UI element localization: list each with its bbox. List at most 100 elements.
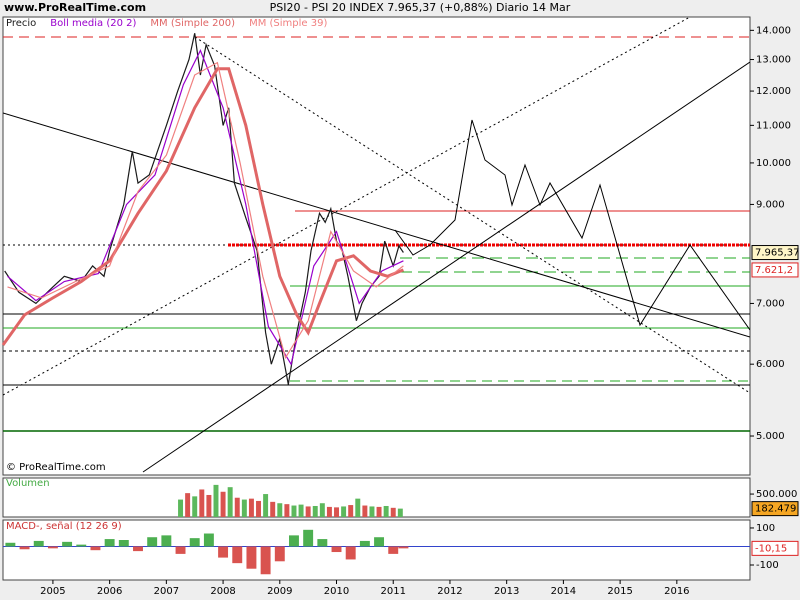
value-label-box xyxy=(751,262,799,278)
y-tick-label: 5.000 xyxy=(756,431,785,442)
bar xyxy=(19,546,30,550)
bar xyxy=(260,546,271,575)
x-tick-label: 2011 xyxy=(381,586,406,597)
series-line xyxy=(7,61,404,360)
bar xyxy=(118,540,129,547)
bar xyxy=(234,497,240,517)
y-tick-label: 7.000 xyxy=(756,298,785,309)
bar xyxy=(397,508,403,517)
bar xyxy=(305,506,311,517)
bar xyxy=(189,538,200,547)
bar xyxy=(341,506,347,517)
bar xyxy=(326,506,332,517)
x-tick-label: 2008 xyxy=(210,586,235,597)
watermark: © ProRealTime.com xyxy=(6,462,106,473)
panel-title: Volumen xyxy=(6,478,50,489)
legend-entry: MM (Simple 200) xyxy=(150,18,235,29)
value-label-box xyxy=(751,501,799,517)
trend-line xyxy=(3,17,691,396)
y-tick-label: 11.000 xyxy=(756,120,791,131)
legend-entry: MM (Simple 39) xyxy=(249,18,327,29)
bar xyxy=(362,505,368,517)
bar xyxy=(203,533,214,547)
bar xyxy=(291,505,297,517)
bar xyxy=(345,546,356,560)
bar xyxy=(220,491,226,517)
value-label-box xyxy=(751,540,799,556)
legend-entry: Precio xyxy=(6,18,36,29)
y-tick-label: 13.000 xyxy=(756,55,791,66)
x-tick-label: 2009 xyxy=(267,586,292,597)
bar xyxy=(298,504,304,517)
bar xyxy=(270,501,276,517)
bar xyxy=(206,494,212,517)
x-tick-label: 2014 xyxy=(551,586,576,597)
bar xyxy=(263,494,269,517)
bar xyxy=(47,546,58,549)
bar xyxy=(376,506,382,517)
bar xyxy=(398,546,409,549)
value-label-box xyxy=(751,245,799,261)
trend-line xyxy=(3,112,750,338)
bar xyxy=(185,493,191,517)
x-tick-label: 2007 xyxy=(154,586,179,597)
bar xyxy=(90,546,101,551)
bar xyxy=(213,484,219,517)
bar xyxy=(104,539,115,547)
bar xyxy=(227,487,233,517)
bar xyxy=(355,498,361,517)
x-tick-label: 2013 xyxy=(494,586,519,597)
y-tick-label: -100 xyxy=(756,560,779,571)
bar xyxy=(289,535,299,547)
bar xyxy=(199,489,205,517)
value-label: 7.965,37 xyxy=(755,248,800,259)
bar xyxy=(331,546,342,553)
y-tick-label: 9.000 xyxy=(756,199,785,210)
bar xyxy=(218,546,229,558)
value-label: 182.479 xyxy=(755,504,796,515)
panel-title: MACD-, señal (12 26 9) xyxy=(6,521,122,532)
bar xyxy=(319,503,325,517)
y-tick-label: 100 xyxy=(756,523,775,534)
bar xyxy=(369,506,375,517)
bar xyxy=(232,546,243,564)
bar xyxy=(284,504,290,517)
x-tick-label: 2005 xyxy=(40,586,65,597)
y-tick-label: 14.000 xyxy=(756,25,791,36)
trend-line xyxy=(142,61,750,473)
bar xyxy=(277,503,283,517)
x-tick-label: 2010 xyxy=(324,586,349,597)
bar xyxy=(359,540,370,547)
legend-entry: Boll media (20 2) xyxy=(50,18,136,29)
bar xyxy=(248,498,254,517)
y-tick-label: 12.000 xyxy=(756,86,791,97)
drawings xyxy=(3,17,750,473)
value-label: -10,15 xyxy=(755,543,787,554)
bar xyxy=(312,505,318,517)
bar xyxy=(192,496,198,517)
bar xyxy=(133,546,143,552)
bar xyxy=(241,499,247,517)
x-tick-label: 2016 xyxy=(664,586,689,597)
bar xyxy=(256,500,262,517)
bar xyxy=(62,541,73,547)
bar xyxy=(274,546,285,562)
bar xyxy=(5,542,16,547)
bar xyxy=(348,505,354,517)
bar xyxy=(317,539,328,547)
chart-title: PSI20 - PSI 20 INDEX 7.965,37 (+0,88%) D… xyxy=(270,1,571,14)
y-tick-label: 6.000 xyxy=(756,359,785,370)
bar xyxy=(33,540,44,547)
bar xyxy=(334,507,339,517)
site-name: www.ProRealTime.com xyxy=(4,1,146,14)
bar xyxy=(147,537,158,547)
bar xyxy=(388,546,399,554)
bar xyxy=(390,507,396,517)
x-tick-label: 2015 xyxy=(607,586,632,597)
bar xyxy=(76,544,87,547)
volume-panel xyxy=(2,477,751,518)
macd-panel xyxy=(2,519,751,581)
x-tick-label: 2012 xyxy=(437,586,462,597)
bar xyxy=(178,499,184,517)
